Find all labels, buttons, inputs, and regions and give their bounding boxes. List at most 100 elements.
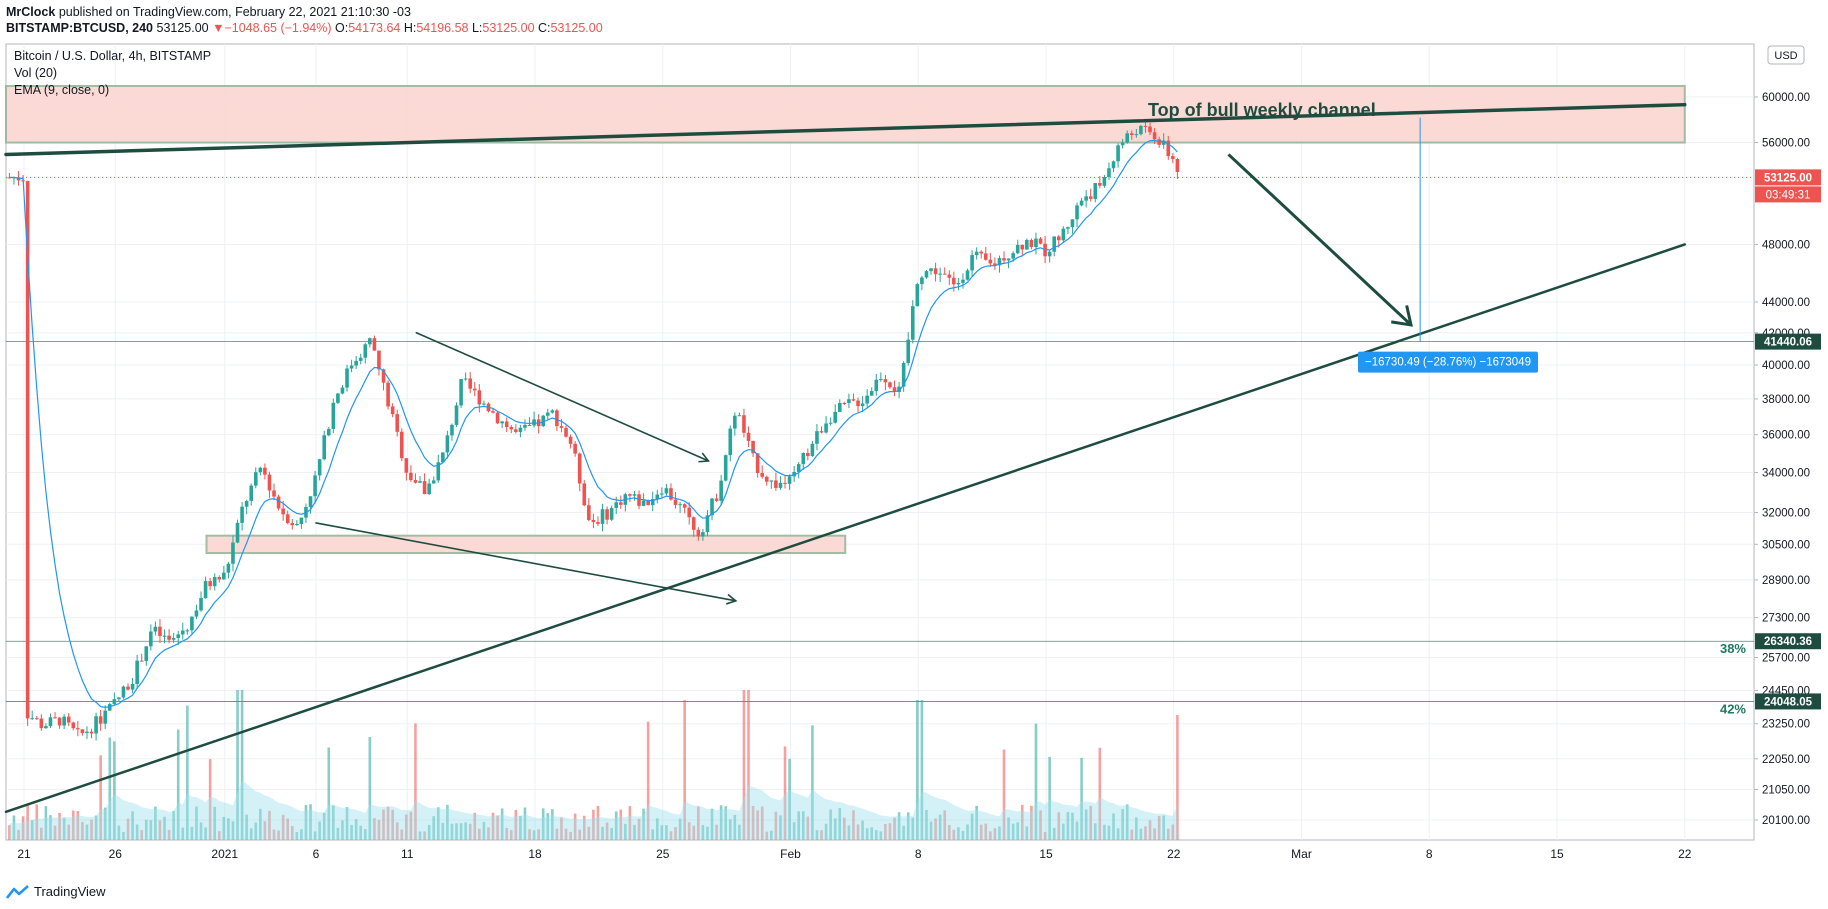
legend-ema: EMA (9, close, 0) [14,83,109,97]
volume-bar [67,824,71,840]
volume-bar [947,825,951,840]
candle-body [7,177,12,179]
volume-bar [85,824,89,840]
volume-bar [560,817,563,840]
measure-box [1358,351,1538,373]
price-axis[interactable]: 60000.0056000.0048000.0044000.0042000.00… [1754,92,1821,827]
volume-bar [797,811,801,840]
ema-line [9,139,1178,708]
volume-bar [783,746,787,840]
volume-bar [455,823,458,840]
volume-bar [1025,826,1029,840]
candle-body [938,273,942,275]
candle-body [217,577,222,580]
volume-bar [833,818,837,840]
volume-bar [792,822,796,840]
candle-body [847,399,851,404]
volume-bar [140,830,144,840]
candle-body [495,412,500,424]
candle-body [212,577,217,587]
volume-bar [354,819,358,840]
time-axis[interactable]: 21 26 2021 6 11 18 25 Feb 8 15 22 Mar 8 15 22 [17,847,1691,861]
volume-bar [592,809,595,840]
volume-bar [829,809,832,840]
candle-body [573,443,577,454]
volume-bar [879,831,883,840]
candle-body [915,284,920,307]
volume-bar [1084,809,1088,840]
volume-bar [336,827,340,840]
volume-bar [724,806,728,840]
candle-body [737,415,742,417]
volume-bar [108,737,112,840]
candle-body [783,482,787,484]
volume-bar [701,825,705,840]
volume-bar [368,737,372,840]
volume-bar [496,815,499,840]
candle-body [34,718,39,720]
volume-bar [938,814,942,840]
candle-body [646,500,650,506]
volume-bar [788,758,791,840]
footer-brand[interactable]: TradingView [34,884,106,899]
forecast-arrow-head [1391,305,1413,327]
candle-body [162,635,167,637]
volume-bar [770,830,773,840]
candle-body [929,268,933,272]
candle-body [436,462,441,481]
level-price-label: 24048.05 [1764,696,1813,708]
candle-body [272,490,276,497]
volume-bar [646,721,650,840]
volume-bar [386,806,390,840]
currency-button[interactable]: USD [1767,45,1805,65]
author[interactable]: MrClock [6,5,56,19]
change-value: −1048.65 (−1.94%) [224,21,332,35]
candle-body [833,411,838,423]
candle-body [600,509,605,524]
footer: TradingView [6,884,106,899]
trendlines[interactable] [4,102,1687,814]
volume-bar [113,741,116,840]
volume-bar [934,818,937,840]
volume-bar [322,812,326,840]
volume-bar [482,821,486,840]
candle-body [587,505,591,520]
candle-body [395,414,400,432]
candle-body [98,716,103,724]
price-tick-label: 44000.00 [1762,297,1810,309]
candle-body [48,717,53,727]
volume-bar [1048,756,1051,840]
time-tick-label: 21 [17,847,31,861]
open-label: O: [335,21,349,35]
volume-bar [487,827,490,840]
candle-body [185,630,190,632]
header: MrClock published on TradingView.com, Fe… [6,4,603,36]
candle-body [418,481,422,483]
volume-bar [259,808,262,840]
price-chart[interactable]: 38% 42% 60000.00 56000.00 48000.00 44000.00 4… [0,40,1828,880]
candle-body [710,498,714,516]
volume-bar [605,822,609,840]
volume-bar [628,806,632,840]
change-arrow-icon: ▼ [212,21,225,35]
volume-bar [523,807,527,840]
candle-body [664,488,669,494]
volume-bar [843,817,846,840]
candle-body [828,422,833,424]
volume-bar [373,818,376,840]
candle-body [253,472,258,486]
candle-body [564,427,568,437]
time-tick-label: 15 [1550,847,1564,861]
candle-body [194,610,199,617]
candle-body [942,273,947,275]
candle-body [851,399,856,401]
candle-body [171,638,176,640]
price-tick-label: 48000.00 [1762,239,1810,251]
candle-body [459,379,463,406]
time-tick-label: 18 [528,847,542,861]
volume-bar [733,814,737,840]
candle-body [454,405,459,425]
candle-body [856,400,860,407]
volume-bar [893,817,896,840]
volume-bar [952,829,956,840]
